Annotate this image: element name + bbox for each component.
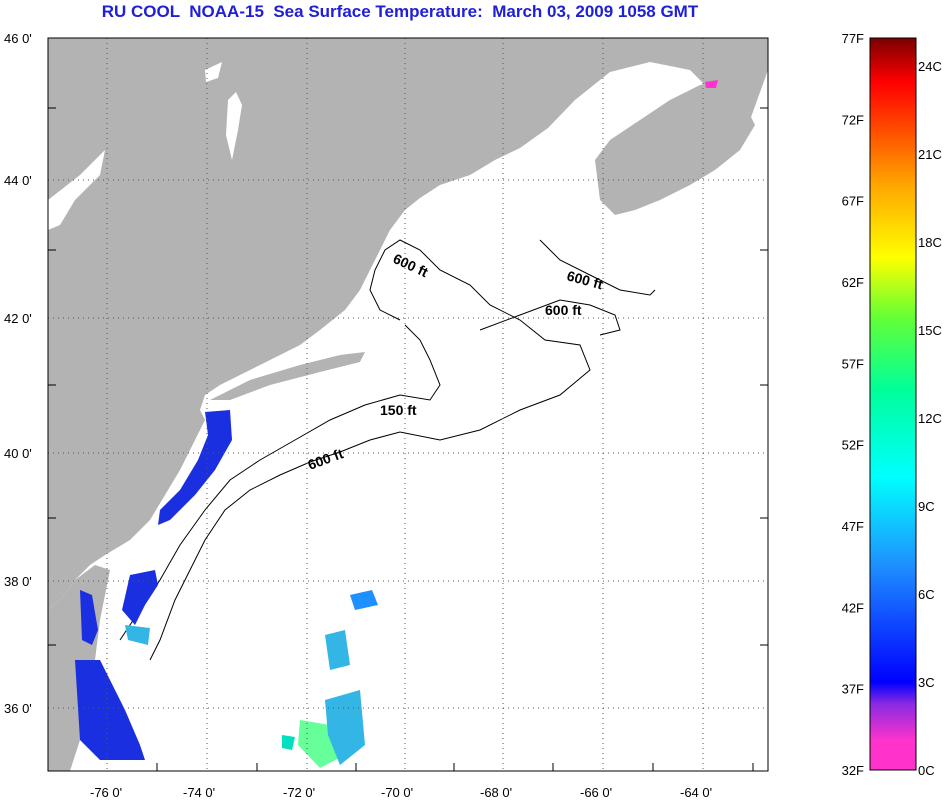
colorbar-f-label: 37F — [842, 682, 864, 697]
map-title: RU COOL NOAA-15 Sea Surface Temperature:… — [101, 2, 699, 21]
colorbar-f-label: 42F — [842, 600, 864, 615]
colorbar-f-label: 67F — [842, 194, 864, 209]
sst-map: 600 ft 600 ft 600 ft 150 ft 600 ft 46 0'… — [4, 31, 769, 800]
colorbar-c-label: 21C — [918, 147, 942, 162]
sst-coastal-band — [80, 590, 98, 645]
colorbar-f-label: 52F — [842, 438, 864, 453]
colorbar-f-label: 57F — [842, 356, 864, 371]
colorbar-c-label: 12C — [918, 411, 942, 426]
lat-label: 38 0' — [4, 574, 32, 589]
lat-label: 40 0' — [4, 446, 32, 461]
sst-patch — [325, 630, 350, 670]
contour-label: 150 ft — [380, 402, 417, 418]
contour-600ft-scotian — [539, 239, 656, 296]
colorbar-c-label: 3C — [918, 675, 935, 690]
lon-label: -66 0' — [580, 785, 612, 800]
lon-label: -74 0' — [183, 785, 215, 800]
colorbar-c-label: 24C — [918, 59, 942, 74]
colorbar-c-label: 18C — [918, 235, 942, 250]
mainland-landmass — [48, 38, 768, 610]
lat-label: 36 0' — [4, 701, 32, 716]
lon-label: -76 0' — [90, 785, 122, 800]
lat-label: 42 0' — [4, 311, 32, 326]
sst-patch — [282, 735, 295, 750]
lon-label: -64 0' — [680, 785, 712, 800]
colorbar-c-label: 9C — [918, 499, 935, 514]
temperature-colorbar: 77F 72F 67F 62F 57F 52F 47F 42F 37F 32F 24C 21C 18C 1… — [842, 31, 942, 778]
sst-patch — [325, 690, 365, 765]
colorbar-f-label: 72F — [842, 112, 864, 127]
sst-patch — [350, 590, 378, 610]
colorbar-f-label: 47F — [842, 519, 864, 534]
contour-label: 600 ft — [545, 302, 582, 318]
contour-600ft-shelf — [149, 239, 591, 661]
colorbar-gradient — [869, 37, 917, 771]
sst-coastal-band — [158, 410, 232, 525]
colorbar-f-label: 77F — [842, 31, 864, 46]
sst-coastal-band — [75, 660, 145, 760]
colorbar-f-label: 32F — [842, 763, 864, 778]
long-island-landmass — [210, 352, 365, 400]
colorbar-c-label: 6C — [918, 587, 935, 602]
lon-label: -72 0' — [283, 785, 315, 800]
contour-150ft — [119, 324, 441, 641]
colorbar-c-label: 15C — [918, 323, 942, 338]
graticule — [48, 38, 768, 771]
lat-label: 44 0' — [4, 173, 32, 188]
sst-coastal-band — [122, 570, 158, 625]
lake — [226, 92, 242, 160]
colorbar-f-label: 62F — [842, 275, 864, 290]
map-frame — [47, 37, 769, 772]
axis-ticks — [48, 107, 768, 771]
sst-patch — [125, 625, 150, 645]
lake — [205, 62, 222, 82]
colorbar-c-label: 0C — [918, 763, 935, 778]
contour-600ft-georges — [479, 299, 621, 336]
lat-label: 46 0' — [4, 31, 32, 46]
sst-patch — [705, 80, 718, 88]
lon-label: -70 0' — [381, 785, 413, 800]
lon-label: -68 0' — [480, 785, 512, 800]
nova-scotia-landmass — [595, 80, 755, 215]
lake — [48, 150, 105, 230]
